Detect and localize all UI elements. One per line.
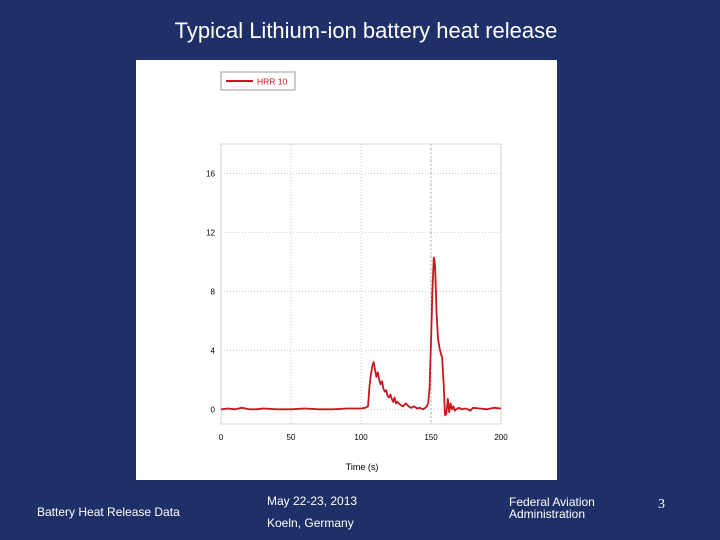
x-axis-label: Time (s)	[346, 462, 379, 472]
x-tick-label: 100	[354, 433, 368, 442]
legend-box	[220, 71, 296, 91]
y-tick-label: 12	[206, 228, 215, 237]
legend: HRR 10	[220, 71, 296, 91]
y-tick-label: 4	[211, 346, 216, 355]
slide-title: Typical Lithium-ion battery heat release	[174, 18, 558, 43]
tick-layer: 0 4 8 12 16 0 50 100 150 200	[206, 169, 508, 442]
footer-organization: Federal Aviation Administration	[509, 496, 595, 520]
x-tick-label: 0	[219, 433, 224, 442]
chart-panel: 0 4 8 12 16 0 50 100 150 200 HRR 10 Time (s)	[136, 60, 557, 480]
legend-label: HRR 10	[257, 77, 288, 87]
footer-date: May 22-23, 2013	[267, 494, 358, 508]
y-tick-label: 8	[211, 287, 216, 296]
footer-org-line2: Administration	[509, 507, 586, 521]
y-tick-label: 0	[211, 405, 216, 414]
y-tick-label: 16	[206, 169, 215, 178]
grid-layer	[220, 143, 502, 425]
footer-location: Koeln, Germany	[267, 516, 354, 530]
x-tick-label: 200	[494, 433, 508, 442]
page-number: 3	[658, 497, 665, 512]
footer-presentation-title: Battery Heat Release Data	[37, 505, 180, 519]
series-line-hrr	[220, 256, 502, 417]
footer-org-line1: Federal Aviation	[509, 495, 595, 509]
x-tick-label: 50	[287, 433, 296, 442]
heat-release-chart: 0 4 8 12 16 0 50 100 150 200 HRR 10 Time (s)	[206, 71, 508, 472]
x-tick-label: 150	[424, 433, 438, 442]
series-layer	[220, 256, 502, 417]
